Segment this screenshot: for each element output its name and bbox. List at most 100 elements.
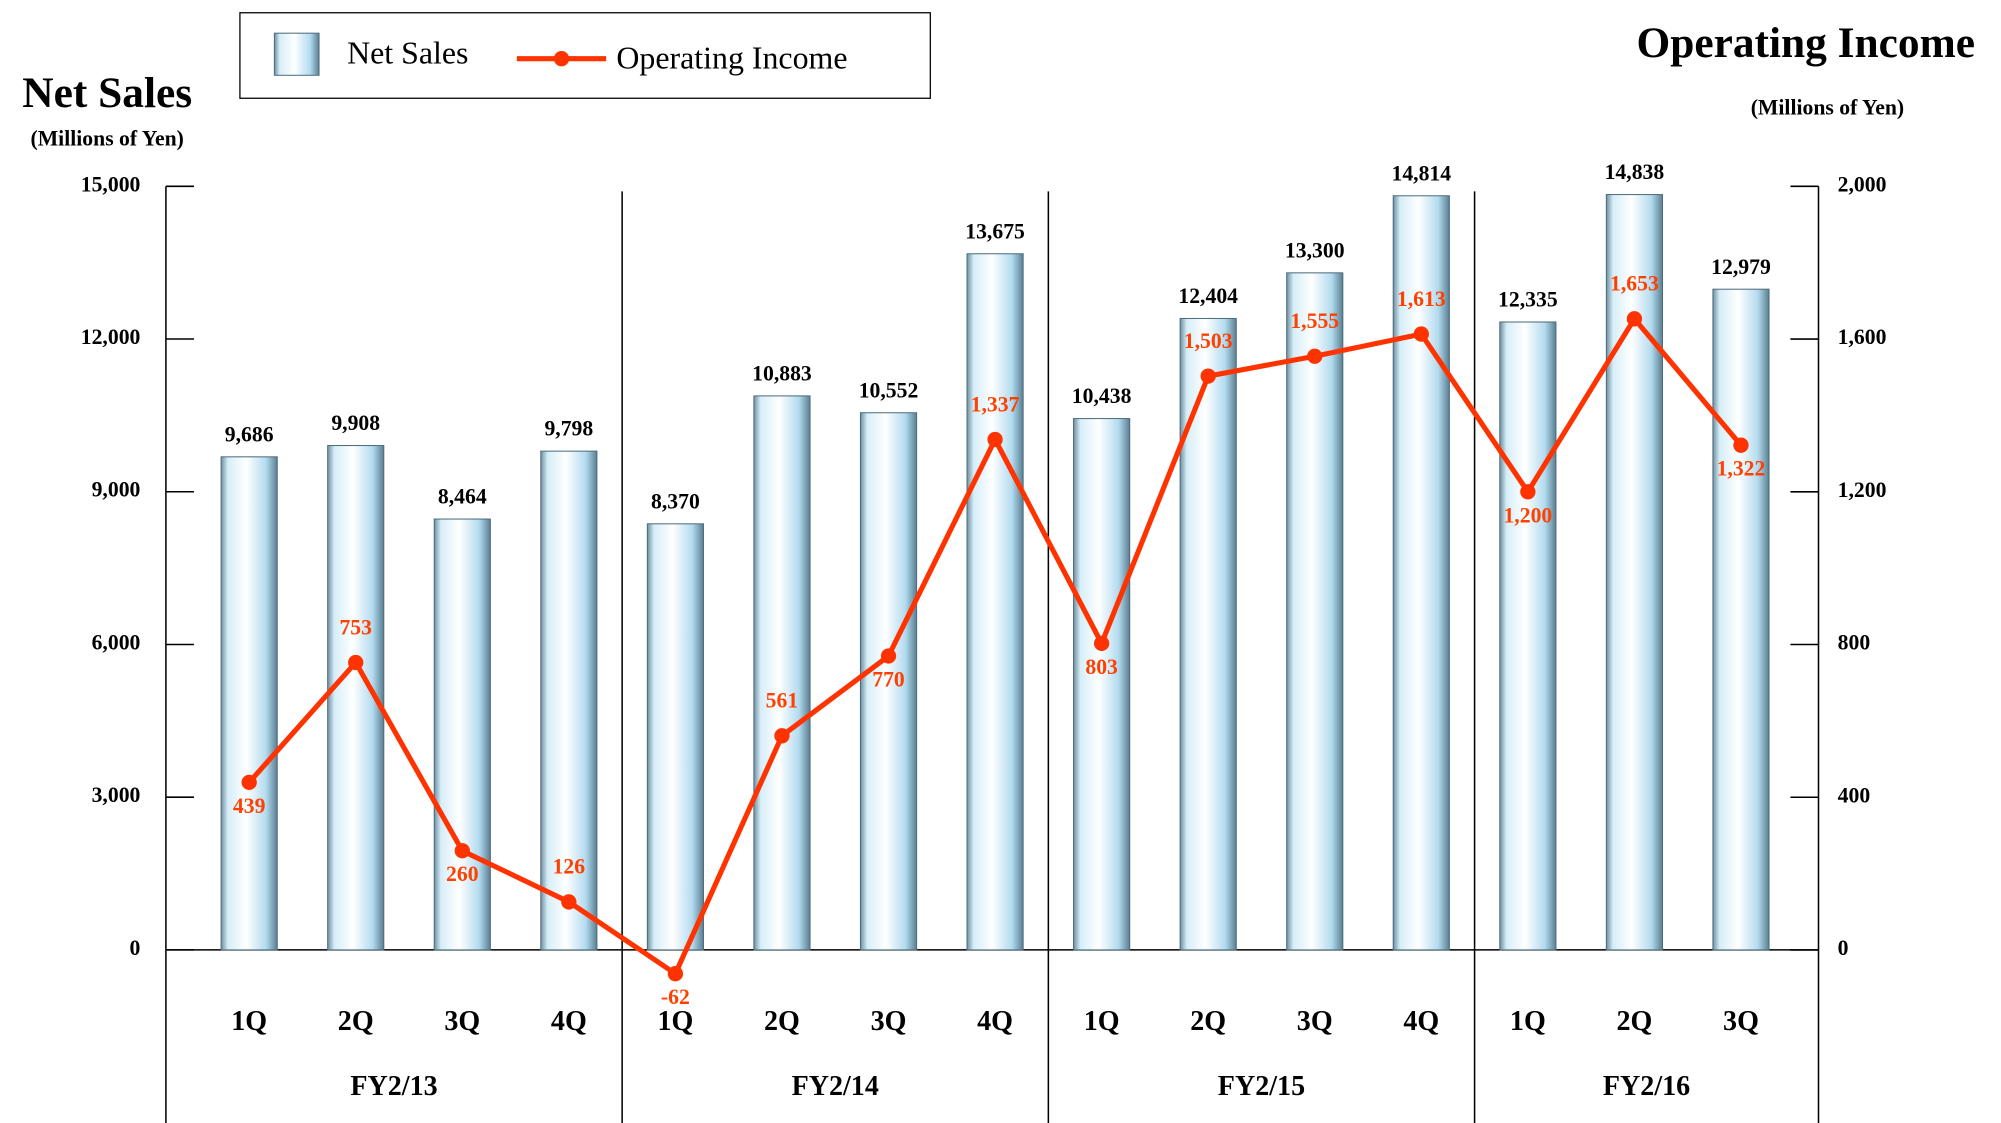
x-tick-label: 1Q: [1084, 1006, 1120, 1037]
bar: [433, 518, 491, 951]
x-tick-label: 1Q: [657, 1006, 693, 1037]
line-value-label: 1,337: [971, 392, 1020, 416]
bar: [1073, 418, 1131, 951]
line-value-label: 126: [553, 855, 586, 879]
legend-box: [239, 12, 931, 99]
x-tick-label: 4Q: [1403, 1006, 1439, 1037]
line-value-label: 1,555: [1290, 309, 1339, 333]
y-tick-label: 12,000: [81, 325, 141, 349]
y2-title: Operating Income: [1636, 19, 1975, 67]
bar-value-label: 12,404: [1178, 284, 1238, 308]
x-tick-label: 4Q: [551, 1006, 587, 1037]
line-point: [1307, 348, 1323, 364]
line-value-label: 753: [339, 615, 372, 639]
bar-value-label: 8,464: [438, 485, 487, 509]
y2-tick-label: 400: [1838, 783, 1871, 807]
bar: [1179, 317, 1237, 951]
x-tick-label: 2Q: [1616, 1006, 1652, 1037]
x-tick-label: 2Q: [1190, 1006, 1226, 1037]
line-point: [561, 894, 577, 910]
x-tick-label: 3Q: [1297, 1006, 1333, 1037]
y-tick-label: 15,000: [81, 172, 141, 196]
group-label: FY2/16: [1603, 1071, 1690, 1102]
bar-value-label: 13,675: [965, 219, 1025, 243]
line-point: [1200, 368, 1216, 384]
x-tick-label: 1Q: [231, 1006, 267, 1037]
legend-label: Operating Income: [616, 41, 847, 76]
line-value-label: 1,653: [1610, 272, 1659, 296]
line-value-label: 1,613: [1397, 287, 1446, 311]
y2-tick-label: 1,600: [1838, 325, 1887, 349]
line-point: [454, 843, 470, 859]
line-point: [1733, 437, 1749, 453]
x-tick-label: 1Q: [1510, 1006, 1546, 1037]
bar-value-label: 8,370: [651, 489, 700, 513]
bar: [1605, 194, 1664, 951]
x-tick-label: 4Q: [977, 1006, 1013, 1037]
line-point: [1413, 326, 1429, 342]
bar-value-label: 12,979: [1711, 255, 1771, 279]
y2-subtitle: (Millions of Yen): [1751, 96, 1904, 120]
bar: [1499, 321, 1557, 951]
bar-value-label: 10,438: [1072, 384, 1132, 408]
line-point: [987, 431, 1003, 448]
legend-swatch: [273, 32, 320, 76]
line-point: [1626, 311, 1643, 327]
bar-value-label: 10,552: [859, 378, 919, 402]
line-point: [667, 966, 684, 982]
x-tick-label: 2Q: [338, 1006, 374, 1037]
group-label: FY2/13: [350, 1071, 437, 1102]
bar: [646, 523, 704, 951]
line-value-label: 561: [766, 689, 799, 713]
y-title: Net Sales: [22, 69, 192, 117]
legend-marker: [553, 51, 570, 67]
y2-tick-label: 0: [1838, 936, 1849, 960]
y-tick-label: 6,000: [92, 630, 141, 654]
bar: [540, 450, 598, 951]
y-tick-label: 9,000: [92, 478, 141, 502]
x-tick-label: 3Q: [871, 1006, 907, 1037]
bar: [966, 253, 1024, 951]
line-point: [241, 774, 257, 791]
x-tick-label: 3Q: [1723, 1006, 1759, 1037]
y-subtitle: (Millions of Yen): [30, 126, 183, 150]
line-value-label: -62: [661, 985, 690, 1009]
y2-tick-label: 1,200: [1838, 478, 1887, 502]
y-tick-label: 3,000: [92, 783, 141, 807]
bar-value-label: 9,798: [544, 417, 593, 441]
x-tick-label: 2Q: [764, 1006, 800, 1037]
bar: [859, 412, 918, 951]
bar: [220, 456, 278, 951]
y-tick-label: 0: [130, 936, 141, 960]
bar-value-label: 14,838: [1605, 160, 1665, 184]
x-tick-label: 3Q: [444, 1006, 480, 1037]
y2-tick-label: 2,000: [1838, 172, 1887, 196]
group-label: FY2/14: [792, 1071, 879, 1102]
legend-label: Net Sales: [347, 35, 468, 70]
bar-value-label: 13,300: [1285, 238, 1345, 262]
line-value-label: 803: [1085, 655, 1118, 679]
line-point: [774, 728, 790, 744]
bar-value-label: 9,908: [331, 411, 380, 435]
bar: [1392, 195, 1450, 951]
line-value-label: 1,322: [1717, 457, 1766, 481]
bar: [1712, 288, 1770, 951]
line-value-label: 1,503: [1184, 329, 1233, 353]
line-point: [1093, 635, 1110, 652]
line-value-label: 770: [872, 668, 905, 692]
bar-value-label: 9,686: [225, 422, 274, 446]
bar-value-label: 10,883: [752, 361, 812, 385]
bar: [1286, 272, 1344, 951]
bar-value-label: 14,814: [1391, 161, 1451, 185]
line-value-label: 439: [233, 794, 266, 818]
bar: [753, 395, 811, 951]
line-point: [880, 648, 897, 664]
bar-value-label: 12,335: [1498, 288, 1558, 312]
line-point: [348, 654, 364, 671]
line-value-label: 260: [446, 862, 479, 886]
line-value-label: 1,200: [1503, 503, 1552, 527]
line-point: [1520, 484, 1536, 500]
legend: Net Sales Operating Income: [239, 12, 931, 99]
group-label: FY2/15: [1218, 1071, 1305, 1102]
